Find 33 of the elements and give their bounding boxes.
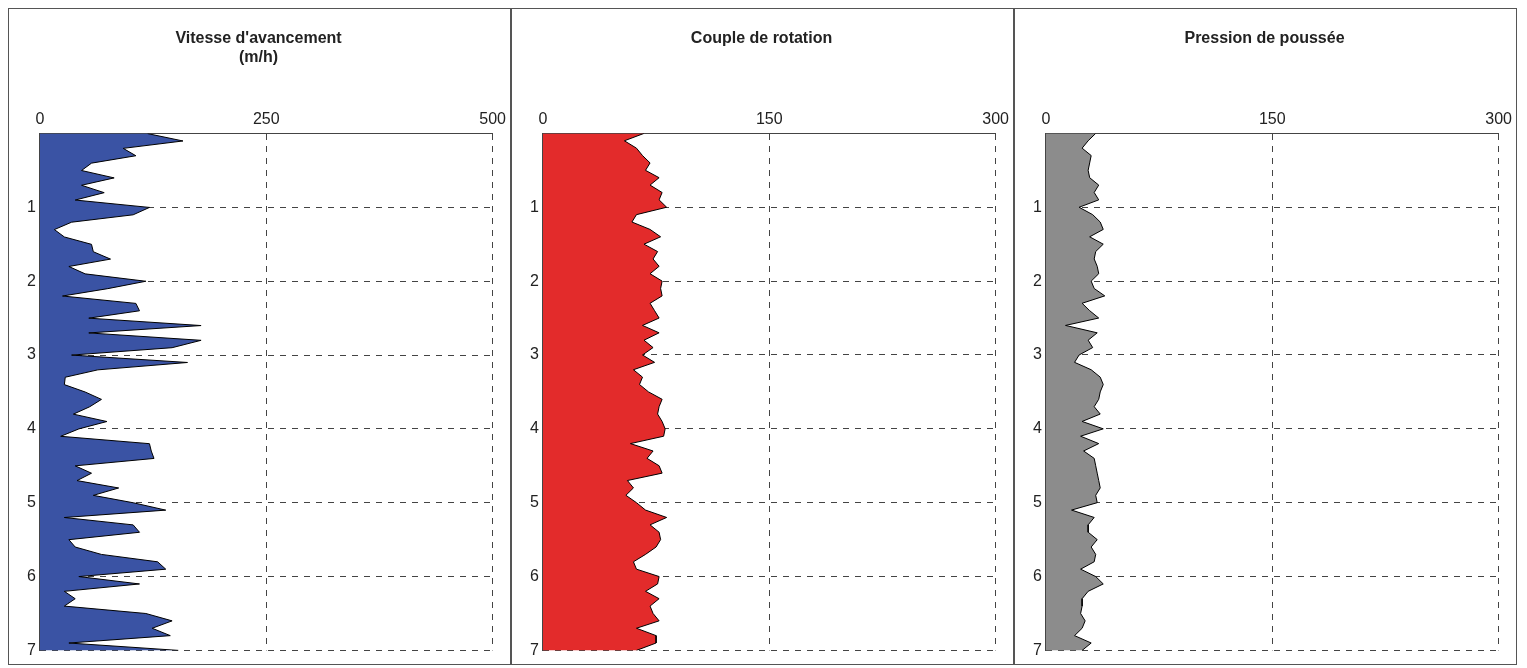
x-tick-label: 0 bbox=[538, 110, 548, 128]
y-tick-label: 6 bbox=[26, 566, 36, 584]
chart-title: Couple de rotation bbox=[690, 29, 833, 47]
x-tick-label: 0 bbox=[35, 110, 45, 128]
y-tick-label: 4 bbox=[1032, 419, 1042, 437]
y-tick-label: 4 bbox=[26, 419, 36, 437]
x-tick-label: 300 bbox=[1485, 110, 1513, 128]
x-tick-label: 250 bbox=[252, 110, 280, 128]
x-tick-label: 150 bbox=[755, 110, 783, 128]
y-tick-label: 1 bbox=[1032, 197, 1042, 215]
chart-title: Vitesse d'avancement (m/h) bbox=[175, 29, 343, 66]
y-tick-label: 2 bbox=[26, 271, 36, 289]
y-tick-label: 7 bbox=[26, 640, 36, 658]
y-tick-label: 1 bbox=[529, 197, 539, 215]
x-tick-label: 150 bbox=[1258, 110, 1286, 128]
y-tick-label: 7 bbox=[529, 640, 539, 658]
y-tick-label: 5 bbox=[529, 493, 539, 511]
y-tick-label: 2 bbox=[1032, 271, 1042, 289]
y-tick-label: 7 bbox=[1032, 640, 1042, 658]
x-tick-label: 300 bbox=[982, 110, 1010, 128]
y-tick-label: 3 bbox=[529, 345, 539, 363]
y-tick-label: 5 bbox=[1032, 493, 1042, 511]
chart-title: Pression de poussée bbox=[1184, 29, 1345, 47]
y-tick-label: 6 bbox=[529, 566, 539, 584]
y-tick-label: 3 bbox=[26, 345, 36, 363]
x-tick-label: 0 bbox=[1041, 110, 1051, 128]
y-tick-label: 6 bbox=[1032, 566, 1042, 584]
x-tick-label: 500 bbox=[479, 110, 507, 128]
y-tick-label: 4 bbox=[529, 419, 539, 437]
y-tick-label: 3 bbox=[1032, 345, 1042, 363]
y-tick-label: 5 bbox=[26, 493, 36, 511]
y-tick-label: 2 bbox=[529, 271, 539, 289]
y-tick-label: 1 bbox=[26, 197, 36, 215]
